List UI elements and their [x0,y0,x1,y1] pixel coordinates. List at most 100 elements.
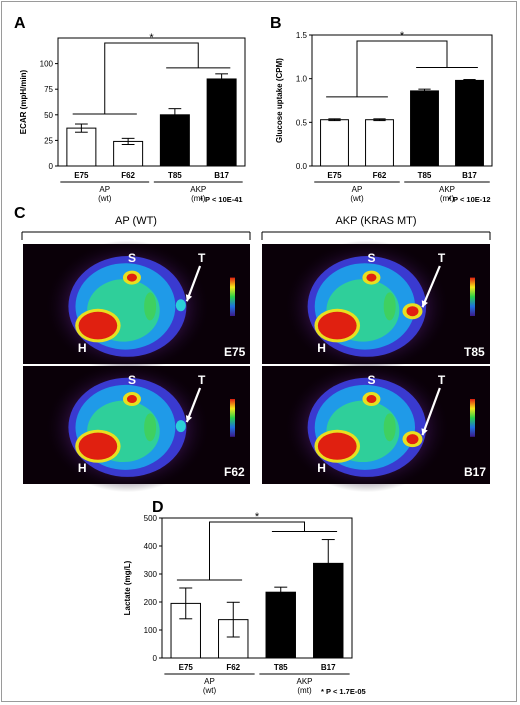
category-label-t85: T85 [418,171,432,180]
panel-letter-c: C [14,205,26,222]
pet-image-b17: S H T B17 [262,362,490,493]
pet-image-t85: S H T T85 [262,240,490,373]
y-axis-label: Lactate (mg/L) [123,560,132,615]
chart-b: 0.0 0.5 1.0 1.5 Glucose uptake (CPM) E75 F62 T8… [275,30,493,204]
category-label-b17: B17 [321,663,336,672]
image-id-label: B17 [464,465,486,479]
y-tick-label: 25 [44,136,53,145]
tumor-arrow-head [421,300,428,308]
panel-letter-d: D [152,499,164,516]
panel-c-left-title: AP (WT) [115,215,157,227]
y-tick-label: 200 [144,598,158,607]
label-s: S [128,251,136,265]
tumor-arrow-head [185,415,193,423]
category-label-b17: B17 [462,171,477,180]
panel-letter-b: B [270,15,282,32]
sig-bracket [356,40,448,97]
y-tick-label: 300 [144,570,158,579]
label-t: T [438,373,446,387]
y-tick-label: 500 [144,514,158,523]
category-label-f62: F62 [373,171,387,180]
bar-b17 [455,79,484,167]
chart-d: 0 100 200 300 400 500 Lactate (mg/L) E75 F62 T85 B… [123,511,366,696]
bar-t85 [410,90,439,167]
bar-t85 [265,591,296,659]
bar-e75 [66,127,97,167]
y-tick-label: 0.5 [296,118,308,127]
pet-images: S H T E75 S H T T85 S H T F62 S H T B17 [23,240,490,493]
tumor-arrow-head [185,294,193,302]
group-sublabel: (mt) [191,194,206,203]
label-t: T [198,251,206,265]
panel-c-headers: AP (WT) AKP (KRAS MT) [21,215,491,240]
y-tick-label: 0.0 [296,162,308,171]
image-id-label: F62 [224,465,245,479]
label-h: H [317,341,326,355]
group-label: AP [99,185,110,194]
bar-t85 [159,114,190,167]
p-value: * P < 10E-12 [448,195,491,204]
y-tick-label: 0 [49,162,54,171]
y-tick-label: 0 [153,654,158,663]
category-label-b17: B17 [214,171,229,180]
label-h: H [78,341,87,355]
tumor-arrow-head [421,428,428,436]
tumor-arrow [421,387,441,436]
group-label: AP [204,677,215,686]
group-label: AKP [190,185,206,194]
label-s: S [128,373,136,387]
color-scale-bar [470,277,475,316]
y-tick-label: 100 [40,60,54,69]
group-label: AP [352,185,363,194]
group-sublabel: (wt) [350,194,364,203]
bar-e75 [320,119,349,167]
sig-star: * [255,511,260,523]
y-tick-label: 1.0 [296,75,308,84]
image-id-label: E75 [224,345,246,359]
y-tick-label: 75 [44,85,53,94]
bar-b17 [206,78,237,167]
color-scale-bar [230,399,235,437]
axes-frame [57,37,246,167]
y-tick-label: 1.5 [296,31,308,40]
panel-letter-a: A [14,15,26,32]
y-tick-label: 100 [144,626,158,635]
p-value: * P < 10E-41 [200,195,243,204]
color-scale-bar [470,399,475,437]
axes-frame [311,34,493,167]
bar-f62 [113,140,144,167]
tumor-arrow [421,265,441,308]
category-label-f62: F62 [121,171,135,180]
label-t: T [438,251,446,265]
panel-c-right-title: AKP (KRAS MT) [335,215,416,227]
y-tick-label: 50 [44,111,53,120]
pet-image-e75: S H T E75 [23,240,250,373]
chart-a: 0 25 50 75 100 ECAR (mpH/min) E75 F62 T85 B17 AP(w… [19,32,246,204]
bar-b17 [313,562,344,659]
label-h: H [78,461,87,475]
y-tick-label: 400 [144,542,158,551]
sig-bracket [104,42,199,115]
category-label-e75: E75 [74,171,89,180]
image-id-label: T85 [464,345,485,359]
pet-image-f62: S H T F62 [23,362,250,493]
label-h: H [317,461,326,475]
category-label-e75: E75 [179,663,194,672]
y-axis-label: Glucose uptake (CPM) [275,58,284,143]
category-label-f62: F62 [226,663,240,672]
label-s: S [367,373,375,387]
category-label-e75: E75 [327,171,342,180]
group-sublabel: (wt) [203,686,217,695]
color-scale-bar [230,277,235,316]
sig-star: * [149,32,154,44]
bar-f62 [365,119,394,167]
label-s: S [367,251,375,265]
group-sublabel: (wt) [98,194,112,203]
category-label-t85: T85 [274,663,288,672]
group-sublabel: (mt) [297,686,312,695]
p-value: * P < 1.7E-05 [321,687,366,696]
category-label-t85: T85 [168,171,182,180]
group-sublabel: (mt) [440,194,455,203]
